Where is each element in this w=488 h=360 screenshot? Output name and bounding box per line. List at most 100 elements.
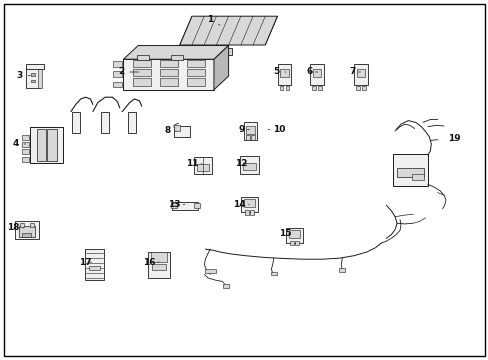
Bar bbox=[22, 233, 31, 237]
Text: 4: 4 bbox=[12, 139, 25, 148]
Bar bbox=[31, 67, 35, 69]
Bar bbox=[147, 252, 170, 278]
Bar bbox=[174, 126, 189, 137]
Bar bbox=[356, 68, 364, 77]
Bar bbox=[30, 127, 63, 163]
Bar bbox=[250, 135, 254, 140]
Bar bbox=[242, 163, 256, 170]
Bar bbox=[309, 64, 323, 85]
Bar bbox=[355, 86, 359, 90]
Bar bbox=[290, 241, 293, 245]
Bar bbox=[279, 86, 283, 90]
Text: 19: 19 bbox=[447, 134, 460, 143]
Bar bbox=[113, 71, 122, 77]
Bar bbox=[361, 86, 365, 90]
Bar bbox=[243, 199, 255, 207]
Bar bbox=[312, 86, 315, 90]
Bar bbox=[243, 122, 257, 140]
Text: 1: 1 bbox=[207, 15, 220, 25]
Bar bbox=[396, 167, 424, 176]
Text: 6: 6 bbox=[306, 68, 317, 77]
Bar bbox=[295, 241, 298, 245]
Text: 7: 7 bbox=[348, 68, 360, 77]
Bar bbox=[128, 112, 136, 133]
Bar bbox=[193, 157, 212, 174]
Bar bbox=[223, 284, 228, 288]
Text: 13: 13 bbox=[167, 200, 184, 209]
Bar bbox=[137, 55, 149, 59]
Bar bbox=[22, 157, 29, 162]
Bar bbox=[113, 61, 122, 67]
Bar bbox=[172, 202, 197, 210]
Bar bbox=[37, 129, 46, 161]
Bar bbox=[31, 80, 35, 82]
Bar bbox=[196, 164, 209, 171]
Bar bbox=[288, 230, 299, 238]
Polygon shape bbox=[123, 45, 228, 59]
Bar bbox=[30, 223, 34, 227]
Text: 18: 18 bbox=[7, 223, 23, 233]
Bar bbox=[19, 226, 35, 237]
Text: 2: 2 bbox=[118, 68, 139, 77]
Bar bbox=[22, 142, 29, 147]
Bar bbox=[20, 223, 24, 227]
Bar bbox=[280, 68, 288, 77]
Bar bbox=[31, 73, 35, 76]
Bar bbox=[270, 272, 276, 275]
Bar bbox=[15, 221, 39, 239]
Bar bbox=[38, 67, 42, 88]
Bar bbox=[186, 78, 204, 85]
Bar bbox=[392, 154, 427, 186]
Bar bbox=[159, 69, 178, 76]
Bar bbox=[151, 252, 166, 262]
Bar bbox=[159, 59, 178, 67]
Bar bbox=[277, 64, 291, 85]
Bar bbox=[174, 125, 180, 131]
Bar bbox=[26, 64, 44, 69]
Text: 16: 16 bbox=[142, 258, 159, 266]
Bar bbox=[132, 78, 151, 85]
Bar bbox=[353, 64, 367, 85]
Text: 8: 8 bbox=[164, 126, 176, 135]
Bar bbox=[186, 69, 204, 76]
Bar bbox=[411, 174, 424, 180]
Bar bbox=[123, 59, 213, 90]
Bar bbox=[132, 69, 151, 76]
Bar bbox=[186, 59, 204, 67]
Text: 3: 3 bbox=[17, 71, 30, 80]
Text: 17: 17 bbox=[79, 258, 92, 266]
Bar bbox=[244, 210, 248, 215]
Bar bbox=[318, 86, 321, 90]
Bar bbox=[151, 264, 166, 270]
Bar bbox=[132, 59, 151, 67]
Text: 5: 5 bbox=[273, 68, 285, 77]
Bar bbox=[26, 67, 40, 88]
Bar bbox=[101, 112, 109, 133]
Bar bbox=[285, 86, 289, 90]
Bar bbox=[170, 203, 176, 208]
Bar bbox=[159, 78, 178, 85]
Bar bbox=[113, 81, 122, 87]
Text: 15: 15 bbox=[278, 230, 291, 239]
Text: 11: 11 bbox=[185, 159, 202, 168]
Text: 12: 12 bbox=[234, 159, 247, 168]
Bar bbox=[240, 197, 258, 212]
Bar bbox=[285, 228, 302, 243]
Text: 9: 9 bbox=[238, 125, 249, 134]
Bar bbox=[312, 68, 320, 77]
Text: 14: 14 bbox=[233, 200, 249, 209]
Bar bbox=[203, 48, 232, 55]
Bar bbox=[339, 268, 345, 272]
Bar bbox=[47, 129, 57, 161]
Bar bbox=[245, 126, 254, 134]
Bar bbox=[249, 210, 253, 215]
Bar bbox=[204, 269, 215, 273]
Polygon shape bbox=[180, 16, 277, 45]
Bar bbox=[171, 55, 183, 59]
Bar bbox=[193, 203, 199, 208]
Bar bbox=[245, 135, 249, 140]
Text: 10: 10 bbox=[267, 125, 285, 134]
Bar bbox=[22, 135, 29, 140]
Bar bbox=[72, 112, 80, 133]
Polygon shape bbox=[214, 45, 228, 90]
